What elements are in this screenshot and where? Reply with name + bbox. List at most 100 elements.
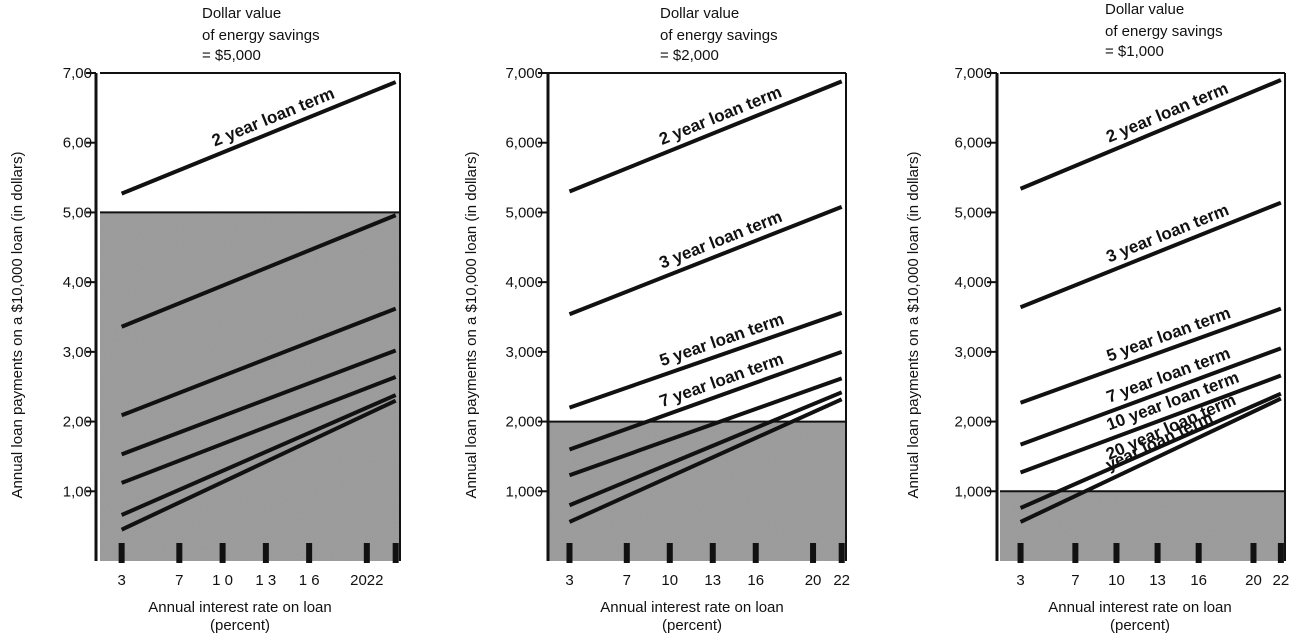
series-line: [120, 306, 397, 418]
y-tick-label: 3,000: [505, 344, 543, 361]
y-tick-label: 7,000: [505, 65, 543, 82]
y-axis-label: Annual loan payments on a $10,000 loan (…: [463, 152, 480, 499]
x-tick-mark: [262, 543, 269, 563]
x-tick-label: 2022: [350, 572, 383, 589]
x-tick-label: 1 3: [255, 572, 276, 589]
series-line: [568, 79, 843, 194]
series-label: 3 year loan term: [1103, 200, 1231, 266]
x-tick-mark: [752, 543, 759, 563]
x-axis-label: Annual interest rate on loan: [148, 599, 331, 616]
x-tick-mark: [1154, 543, 1161, 563]
y-tick-label: 5,000: [954, 204, 992, 221]
x-tick-label: 16: [747, 572, 764, 589]
series-line: [120, 393, 397, 517]
series-label: 3 year loan term: [657, 207, 785, 273]
x-tick-label: 10: [661, 572, 678, 589]
y-tick-label: 1,000: [954, 483, 992, 500]
series-line: [1019, 391, 1282, 510]
x-tick-label: 13: [704, 572, 721, 589]
x-tick-mark: [1277, 543, 1284, 563]
x-tick-label: 13: [1149, 572, 1166, 589]
chart-title-line: = $5,000: [202, 47, 261, 64]
series-line: [1019, 373, 1282, 475]
y-tick-label: 5,000: [505, 204, 543, 221]
series-line: [120, 375, 397, 485]
x-tick-mark: [1250, 543, 1257, 563]
shaded-region-texture: [548, 421, 846, 561]
y-tick-label: 2,00: [63, 414, 92, 431]
y-tick-label: 7,000: [954, 65, 992, 82]
x-axis-label: (percent): [1110, 617, 1170, 634]
chart-title-line: = $2,000: [660, 47, 719, 64]
y-axis-label: Annual loan payments on a $10,000 loan (…: [9, 152, 26, 499]
x-tick-mark: [623, 543, 630, 563]
x-tick-mark: [810, 543, 817, 563]
y-tick-label: 4,000: [954, 274, 992, 291]
x-tick-label: 22: [1273, 572, 1290, 589]
y-tick-label: 1,000: [505, 483, 543, 500]
x-tick-label: 20: [805, 572, 822, 589]
x-tick-mark: [1195, 543, 1202, 563]
x-tick-mark: [363, 543, 370, 563]
x-tick-label: 1 0: [212, 572, 233, 589]
chart-title-line: of energy savings: [660, 27, 778, 44]
y-tick-label: 2,000: [505, 414, 543, 431]
chart-panel-1: Dollar value of energy savings = $5,000 1,0…: [9, 5, 401, 634]
y-tick-label: 4,000: [505, 274, 543, 291]
y-axis-label: Annual loan payments on a $10,000 loan (…: [905, 152, 922, 499]
series-line: [1019, 78, 1282, 191]
chart-title-line: Dollar value: [1105, 1, 1184, 18]
x-axis-label: Annual interest rate on loan: [1048, 599, 1231, 616]
series-label: 2 year loan term: [1103, 79, 1231, 147]
y-tick-label: 2,000: [954, 414, 992, 431]
x-tick-mark: [566, 543, 573, 563]
x-tick-label: 7: [1071, 572, 1079, 589]
x-axis-label: (percent): [210, 617, 270, 634]
x-tick-mark: [1072, 543, 1079, 563]
x-tick-label: 1 6: [299, 572, 320, 589]
x-tick-label: 7: [175, 572, 183, 589]
x-tick-mark: [118, 543, 125, 563]
shaded-region-texture: [1000, 491, 1285, 561]
chart-panel-2: Dollar value of energy savings = $2,000 1,0…: [463, 5, 850, 634]
chart-title-line: Dollar value: [660, 5, 739, 22]
x-tick-mark: [392, 543, 399, 563]
y-tick-label: 7,00: [63, 65, 92, 82]
x-tick-mark: [666, 543, 673, 563]
x-tick-label: 10: [1108, 572, 1125, 589]
series-line: [120, 213, 397, 329]
x-tick-label: 3: [565, 572, 573, 589]
y-tick-label: 1,00: [63, 483, 92, 500]
series-line: [568, 310, 843, 410]
y-tick-label: 6,00: [63, 135, 92, 152]
series-line: [120, 398, 397, 532]
series-line: [1019, 346, 1282, 447]
y-tick-label: 6,000: [505, 135, 543, 152]
chart-title-line: = $1,000: [1105, 43, 1164, 60]
series-line: [568, 349, 843, 452]
series-line: [568, 390, 843, 508]
series-line: [568, 397, 843, 524]
chart-panel-3: Dollar value of energy savings = $1,000 1,0…: [905, 1, 1289, 634]
x-tick-label: 20: [1245, 572, 1262, 589]
y-tick-label: 3,00: [63, 344, 92, 361]
x-axis-label: Annual interest rate on loan: [600, 599, 783, 616]
x-tick-mark: [838, 543, 845, 563]
chart-title-line: of energy savings: [202, 27, 320, 44]
x-tick-mark: [219, 543, 226, 563]
x-tick-label: 3: [117, 572, 125, 589]
series-line: [568, 204, 843, 317]
series-label: 2 year loan term: [656, 82, 784, 149]
x-tick-label: 7: [623, 572, 631, 589]
series-line: [568, 376, 843, 478]
x-tick-mark: [176, 543, 183, 563]
series-line: [1019, 396, 1282, 524]
x-tick-label: 16: [1190, 572, 1207, 589]
series-line: [1019, 200, 1282, 310]
x-axis-label: (percent): [662, 617, 722, 634]
x-tick-label: 22: [833, 572, 850, 589]
x-tick-mark: [1113, 543, 1120, 563]
x-tick-mark: [306, 543, 313, 563]
shaded-region-texture: [100, 212, 400, 561]
